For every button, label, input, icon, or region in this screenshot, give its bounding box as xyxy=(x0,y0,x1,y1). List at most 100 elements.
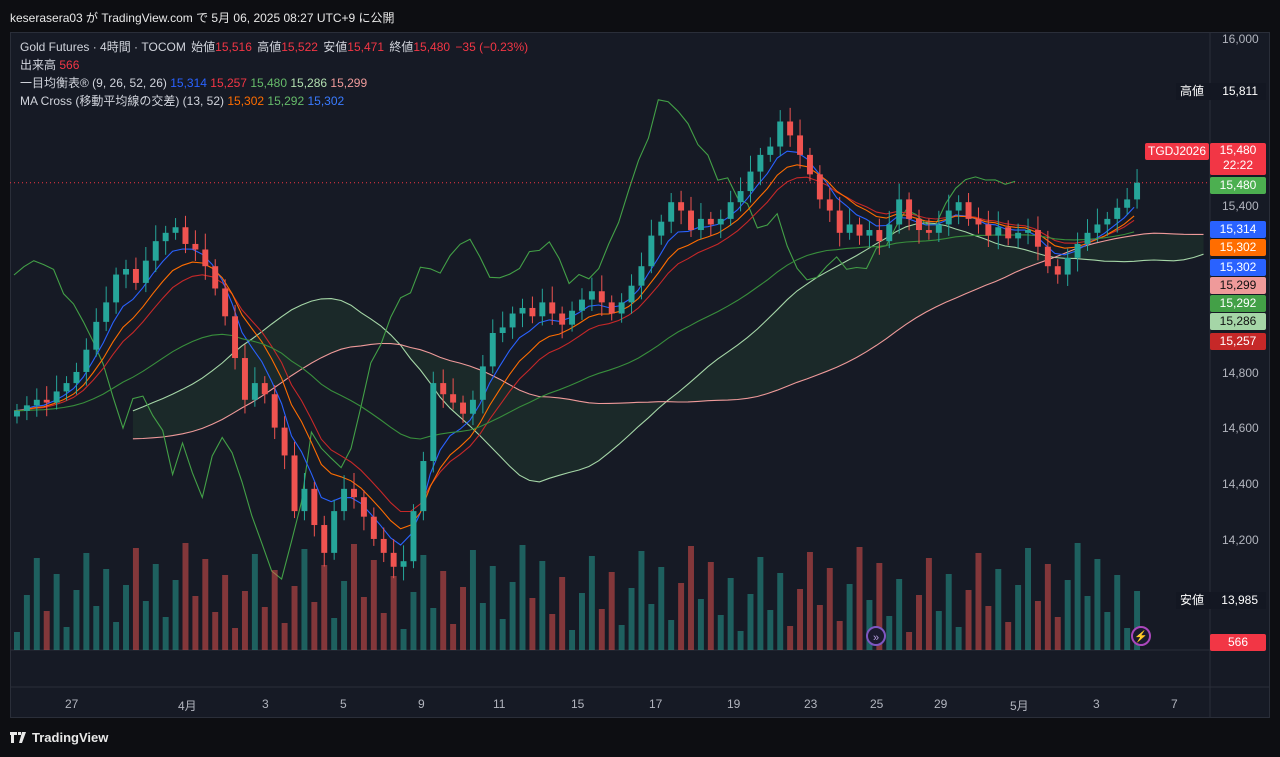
legend-ma-label[interactable]: MA Cross (移動平均線の交差) (13, 52) xyxy=(20,94,225,108)
candle-body xyxy=(925,230,932,233)
price-tick: 14,400 xyxy=(1222,477,1259,491)
candle-body xyxy=(806,154,813,175)
volume-bar xyxy=(995,569,1002,650)
volume-bar xyxy=(598,609,605,650)
volume-bar xyxy=(767,610,774,650)
volume-bar xyxy=(1034,601,1041,650)
legend-ma-row: MA Cross (移動平均線の交差) (13, 52) 15,302 15,2… xyxy=(20,92,528,110)
candle-body xyxy=(1015,232,1022,239)
candle-body xyxy=(192,243,199,250)
volume-bar xyxy=(400,629,407,650)
legend-symbol[interactable]: Gold Futures · 4時間 · TOCOM xyxy=(20,40,186,54)
time-tick: 5 xyxy=(340,697,347,711)
volume-bar xyxy=(63,627,70,650)
volume-bar xyxy=(212,612,219,650)
volume-bar xyxy=(43,611,50,650)
candle-body xyxy=(182,227,189,244)
candle-body xyxy=(826,199,833,211)
candle-body xyxy=(975,218,982,225)
volume-bar xyxy=(1005,622,1012,650)
legend-low-label: 安値 xyxy=(323,40,348,54)
indicator-price-tag: 15,314 xyxy=(1210,221,1266,238)
volume-bar xyxy=(1015,585,1022,650)
publish-text: keserasera03 が TradingView.com で 5月 06, … xyxy=(10,11,395,25)
time-tick: 3 xyxy=(262,697,269,711)
candle-body xyxy=(876,230,883,242)
indicator-price-tag: 15,302 xyxy=(1210,259,1266,276)
candle-body xyxy=(1134,182,1141,200)
ma-short: 15,302 xyxy=(227,94,265,108)
candle-body xyxy=(370,516,377,539)
volume-bar xyxy=(509,582,516,650)
time-tick: 7 xyxy=(1171,697,1178,711)
low-value: 13,985 xyxy=(1221,593,1258,607)
candle-body xyxy=(33,399,40,406)
time-tick: 15 xyxy=(571,697,585,711)
candle-body xyxy=(321,525,328,553)
candle-body xyxy=(618,302,625,314)
volume-bar xyxy=(628,588,635,650)
volume-bar xyxy=(836,621,843,650)
volume-bar xyxy=(489,566,496,650)
time-tick: 29 xyxy=(934,697,948,711)
legend-volume-label[interactable]: 出来高 xyxy=(20,58,57,72)
volume-bar xyxy=(93,606,100,650)
candle-body xyxy=(836,210,843,233)
volume-bar xyxy=(886,616,893,650)
volume-bar xyxy=(291,586,298,650)
volume-bar xyxy=(727,578,734,650)
indicator-price-tag: 15,480 xyxy=(1210,177,1266,194)
candle-body xyxy=(53,391,60,403)
volume-bar xyxy=(539,561,546,650)
lightning-icon[interactable]: ⚡ xyxy=(1131,626,1151,646)
ichimoku-span-b: 15,299 xyxy=(330,76,368,90)
volume-bar xyxy=(172,580,179,650)
legend-ohlc-row: Gold Futures · 4時間 · TOCOM 始値15,516 高値15… xyxy=(20,38,528,56)
time-tick: 5月 xyxy=(1010,699,1029,713)
candle-body xyxy=(816,174,823,200)
candle-body xyxy=(549,302,556,314)
volume-bar xyxy=(33,558,40,650)
volume-bar xyxy=(370,560,377,650)
volume-bar xyxy=(132,548,139,650)
candle-body xyxy=(965,202,972,219)
volume-bar xyxy=(83,553,90,650)
volume-bar xyxy=(23,595,30,650)
candle-body xyxy=(301,488,308,512)
volume-bar xyxy=(1114,575,1121,650)
last-price: 15,480 xyxy=(1219,143,1257,157)
event-icon[interactable]: » xyxy=(866,626,886,646)
candle-body xyxy=(123,268,129,275)
volume-bar xyxy=(331,618,338,650)
volume-bar xyxy=(1134,591,1141,650)
ichimoku-lagging-line xyxy=(13,99,1016,580)
candle-body xyxy=(579,299,585,311)
candle-body xyxy=(43,399,50,403)
footer-brand: TradingView xyxy=(32,730,109,745)
price-tick: 14,600 xyxy=(1222,421,1259,435)
candle-body xyxy=(935,224,942,233)
candle-body xyxy=(83,349,90,372)
time-tick: 11 xyxy=(493,697,506,711)
candle-body xyxy=(896,199,903,225)
candle-body xyxy=(73,371,80,384)
legend-volume: 566 xyxy=(59,58,80,72)
volume-bar xyxy=(1025,548,1031,650)
high-marker: 高値 15,811 xyxy=(1176,83,1266,100)
time-tick: 4月 xyxy=(178,699,197,713)
candle-body xyxy=(360,497,367,517)
candle-body xyxy=(1044,246,1051,267)
candle-body xyxy=(132,268,139,283)
volume-bar xyxy=(192,596,199,650)
price-chart[interactable] xyxy=(10,32,1270,718)
time-tick: 9 xyxy=(418,697,425,711)
ichimoku-cloud xyxy=(132,222,1204,482)
ma-cross: 15,302 xyxy=(307,94,345,108)
volume-bar xyxy=(351,544,357,650)
legend-open-label: 始値 xyxy=(191,40,216,54)
indicator-price-tag: 15,257 xyxy=(1210,333,1266,350)
candle-body xyxy=(717,218,724,225)
legend-ichimoku-label[interactable]: 一目均衡表® (9, 26, 52, 26) xyxy=(20,76,167,90)
volume-bar xyxy=(717,615,724,650)
candle-body xyxy=(1005,227,1012,239)
